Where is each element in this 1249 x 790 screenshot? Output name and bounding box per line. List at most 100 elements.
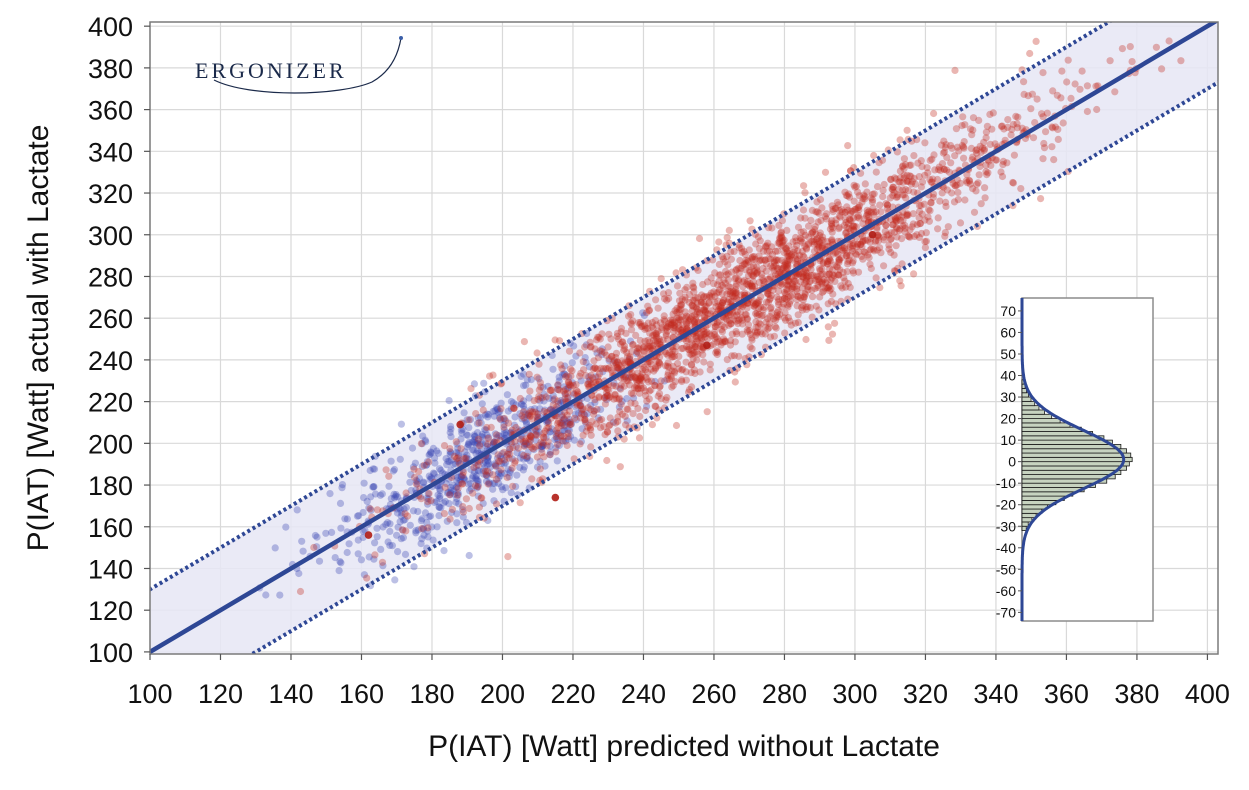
scatter-point (535, 375, 543, 383)
scatter-point (972, 146, 980, 155)
y-tick-label: 140 (88, 554, 133, 584)
scatter-point (418, 440, 426, 448)
scatter-point (805, 239, 813, 247)
scatter-point (760, 303, 768, 311)
scatter-point (404, 512, 412, 520)
scatter-point (644, 369, 652, 377)
scatter-point (365, 553, 373, 561)
scatter-point (609, 418, 618, 426)
scatter-point (716, 337, 724, 345)
scatter-point (459, 513, 467, 521)
scatter-point (413, 478, 421, 486)
histogram-tick-label: 60 (1000, 324, 1016, 340)
scatter-point (564, 433, 572, 441)
scatter-point (576, 402, 585, 410)
scatter-point (712, 333, 720, 341)
scatter-point (654, 362, 662, 370)
scatter-point (779, 265, 787, 273)
scatter-point (859, 255, 867, 263)
scatter-point (784, 261, 792, 269)
scatter-point (746, 343, 754, 351)
scatter-point (667, 372, 675, 380)
scatter-point (414, 526, 422, 534)
scatter-point (746, 282, 754, 290)
scatter-point (798, 247, 807, 256)
scatter-point (483, 410, 491, 418)
scatter-point (554, 386, 562, 394)
scatter-point (817, 236, 825, 244)
scatter-point (384, 538, 392, 546)
scatter-point (667, 321, 675, 329)
scatter-point (392, 492, 400, 500)
scatter-point (849, 269, 858, 277)
scatter-point (801, 242, 809, 250)
scatter-point (785, 242, 793, 250)
scatter-point (815, 276, 823, 284)
scatter-point (586, 338, 594, 346)
x-tick-label: 400 (1185, 679, 1230, 709)
scatter-point (938, 189, 946, 197)
scatter-point (386, 527, 394, 536)
scatter-point (654, 327, 662, 335)
scatter-point (1039, 113, 1047, 121)
scatter-point (536, 465, 544, 473)
scatter-point (843, 249, 851, 257)
scatter-point (565, 378, 573, 386)
scatter-point (646, 342, 654, 350)
scatter-point (829, 250, 837, 258)
scatter-point (985, 157, 993, 165)
scatter-point (526, 412, 535, 420)
scatter-point (517, 400, 525, 408)
scatter-point (868, 198, 877, 206)
scatter-point (903, 171, 911, 179)
scatter-point (640, 347, 648, 355)
scatter-point (733, 265, 741, 273)
scatter-point (568, 367, 576, 375)
scatter-point (502, 484, 510, 492)
scatter-point (543, 442, 551, 450)
scatter-point (533, 373, 541, 381)
scatter-point (520, 382, 528, 390)
scatter-point (478, 439, 486, 448)
scatter-point (396, 506, 404, 514)
scatter-point (497, 469, 505, 477)
scatter-point (748, 336, 756, 344)
scatter-point (917, 201, 925, 210)
scatter-point (622, 329, 630, 337)
scatter-point (915, 214, 923, 222)
scatter-point (577, 407, 585, 415)
scatter-point (863, 188, 871, 196)
scatter-point (750, 253, 758, 261)
scatter-point (523, 454, 531, 462)
scatter-point (507, 397, 515, 406)
scatter-point (847, 216, 855, 225)
scatter-point (476, 413, 485, 421)
histogram-bar (1021, 439, 1113, 445)
scatter-point (584, 380, 593, 388)
scatter-point (613, 332, 621, 340)
scatter-point (966, 180, 974, 188)
scatter-point (463, 416, 471, 424)
scatter-point (651, 377, 659, 386)
scatter-point (698, 334, 706, 342)
scatter-point (805, 272, 813, 280)
scatter-point (419, 432, 427, 440)
highlight-point (703, 341, 711, 350)
scatter-point (692, 315, 700, 323)
y-tick-label: 200 (88, 429, 133, 459)
scatter-point (725, 317, 734, 325)
scatter-point (392, 491, 400, 499)
histogram-bar (1021, 512, 1037, 519)
scatter-point (390, 465, 399, 474)
scatter-point (484, 516, 492, 525)
scatter-point (725, 321, 733, 329)
scatter-point (538, 443, 546, 451)
scatter-point (690, 284, 698, 292)
scatter-point (638, 370, 646, 378)
scatter-point (941, 232, 949, 240)
scatter-point (939, 149, 948, 157)
scatter-point (755, 245, 764, 253)
scatter-point (470, 431, 478, 439)
scatter-point (412, 529, 420, 537)
scatter-point (567, 382, 575, 390)
